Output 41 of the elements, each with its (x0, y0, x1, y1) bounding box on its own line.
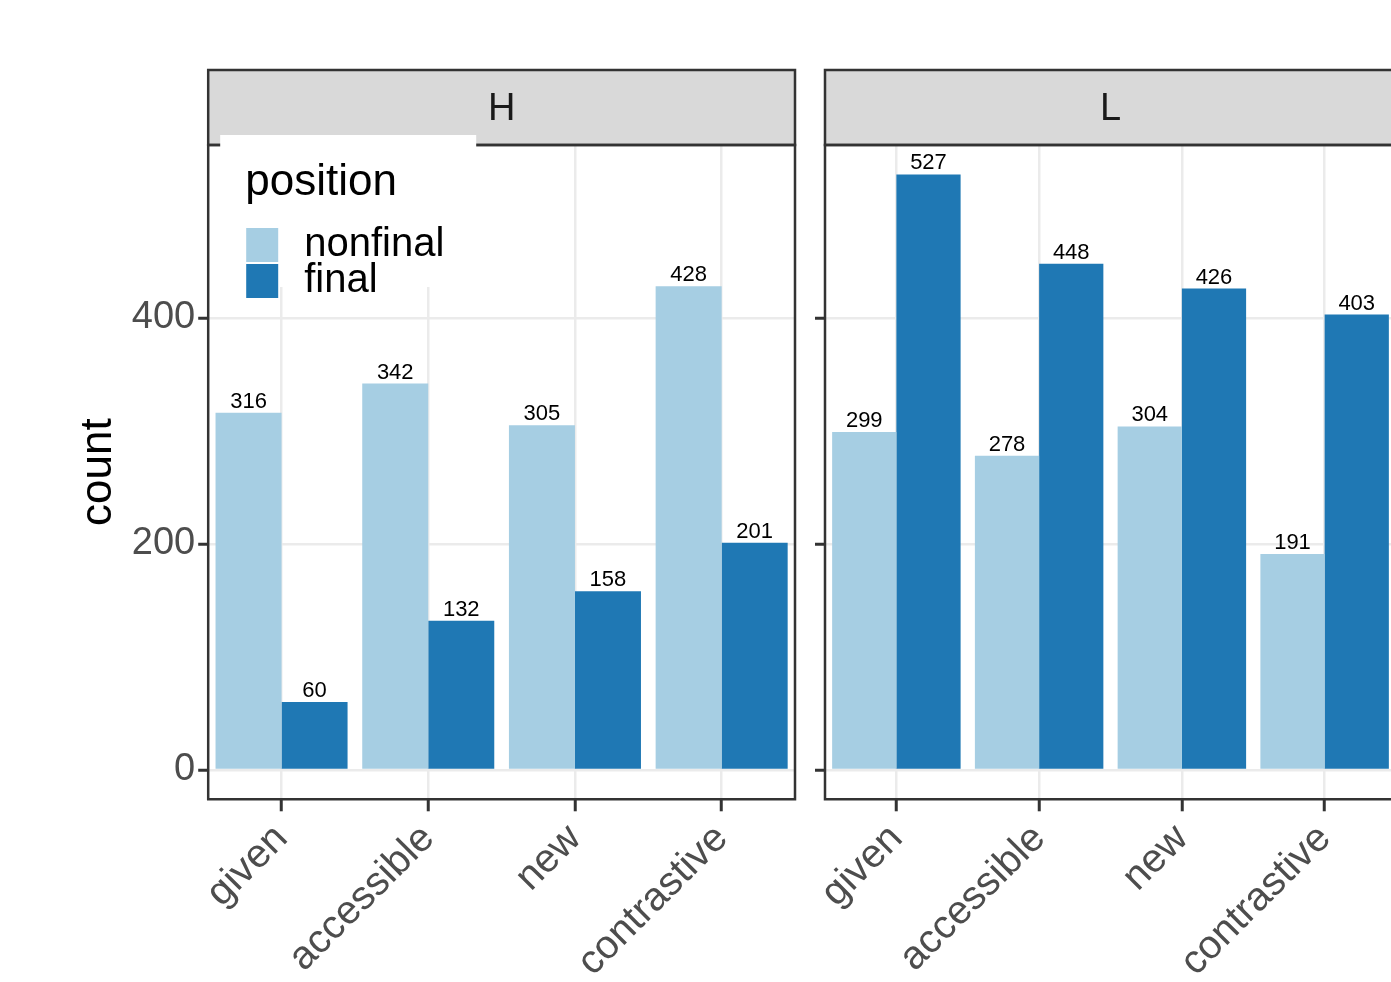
data-label: 278 (988, 430, 1026, 456)
data-label: 426 (1195, 263, 1233, 289)
bar (721, 542, 788, 769)
bar (215, 412, 282, 769)
legend-title: position (245, 155, 397, 205)
bar (1181, 288, 1247, 769)
bar (1039, 263, 1104, 769)
chart-title: L (1099, 85, 1122, 128)
data-label: 132 (442, 595, 480, 621)
data-label: 60 (302, 677, 327, 703)
bar (655, 286, 722, 769)
y-tick-label: 200 (131, 520, 196, 563)
bar (508, 425, 575, 769)
bar (1260, 554, 1325, 769)
data-label: 201 (736, 517, 774, 543)
data-label: 342 (376, 358, 414, 384)
bar (1324, 314, 1389, 769)
data-label: 527 (910, 149, 947, 175)
y-tick-label: 400 (131, 294, 196, 337)
x-tick-label: new (505, 814, 589, 898)
y-axis-title: count (70, 418, 120, 526)
bar (832, 432, 897, 769)
data-label: 191 (1274, 529, 1311, 555)
data-label: 305 (523, 400, 561, 426)
data-label: 316 (230, 387, 267, 413)
bar (896, 174, 961, 769)
bar (362, 383, 429, 769)
data-label: 304 (1131, 401, 1169, 427)
data-label: 403 (1338, 289, 1376, 315)
data-label: 158 (589, 566, 627, 592)
x-tick-label: new (1112, 814, 1196, 898)
data-label: 448 (1052, 238, 1090, 264)
bar (1117, 426, 1182, 769)
data-label: 428 (670, 261, 707, 287)
bar (428, 620, 495, 769)
chart-title: H (487, 85, 516, 128)
y-tick-label: 0 (174, 746, 196, 789)
bar (974, 455, 1040, 769)
bar (281, 702, 348, 769)
data-label: 299 (845, 407, 883, 433)
bar (574, 591, 641, 769)
